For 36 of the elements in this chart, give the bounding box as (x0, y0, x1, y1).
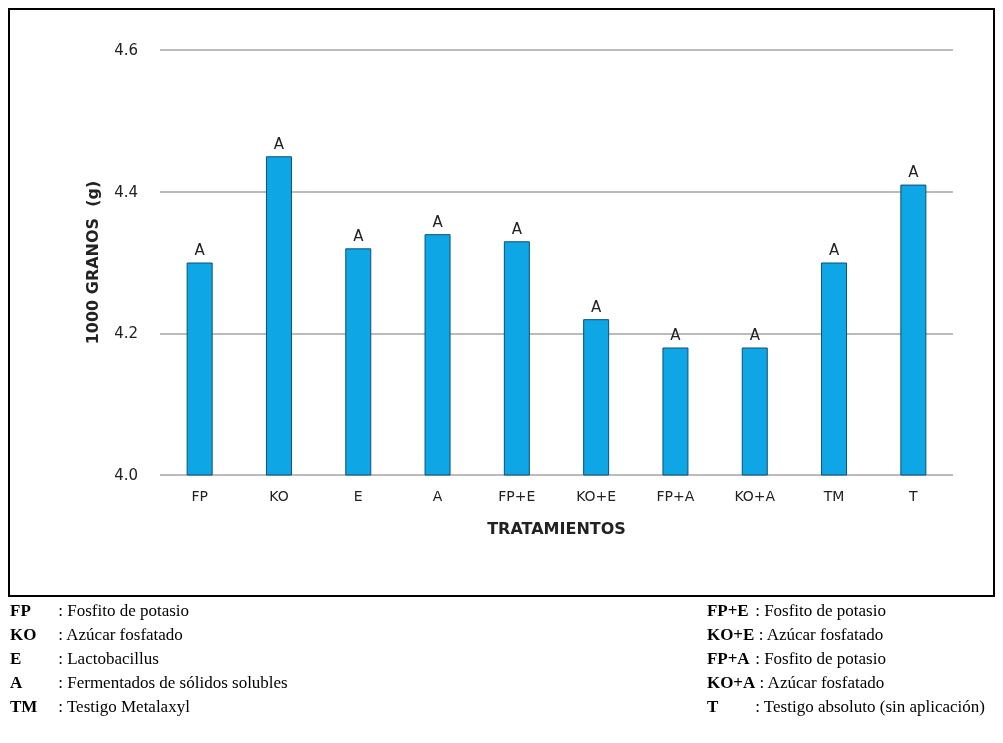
x-tick-label: A (432, 488, 443, 504)
x-tick-label: KO (269, 488, 289, 504)
data-label: A (749, 326, 761, 344)
data-label: A (273, 134, 285, 153)
x-tick-label: KO+A (734, 488, 776, 504)
x-tick-label: FP (191, 488, 208, 504)
text: FP+E : Fosfito de potasio (706, 600, 887, 622)
data-label: A (432, 212, 444, 231)
data-label: A (828, 241, 840, 259)
y-tick-label: 4.0 (114, 466, 138, 484)
x-tick-label: KO+E (576, 488, 617, 504)
x-axis-title: TRATAMIENTOS (487, 518, 626, 538)
y-axis-title: 1000 GRANOS (g) (82, 180, 102, 345)
data-label: A (670, 326, 682, 344)
text: A : Fermentados de sólidos solubles (10, 673, 288, 692)
text: KO : Azúcar fosfatado (10, 625, 183, 644)
text: FP+A : Fosfito de potasio (706, 648, 887, 670)
y-tick-label: 4.6 (114, 41, 138, 59)
text: KO+E : Azúcar fosfatado (706, 624, 885, 646)
x-tick-label: FP+E (498, 488, 536, 504)
data-label: A (353, 226, 365, 245)
text: TM : Testigo Metalaxyl (10, 697, 190, 716)
text: T : Testigo absoluto (sin aplicación) (706, 697, 985, 716)
data-label: A (511, 219, 523, 238)
data-label: A (908, 163, 920, 182)
text: KO+A : Azúcar fosfatado (706, 672, 886, 694)
text: FP : Fosfito de potasio (10, 601, 190, 620)
y-tick-label: 4.2 (114, 324, 138, 343)
data-label: A (591, 297, 603, 316)
data-label: A (194, 241, 206, 259)
x-tick-label: E (353, 488, 363, 504)
x-tick-label: FP+A (656, 488, 695, 504)
text: E : Lactobacillus (10, 649, 159, 668)
x-tick-label: T (908, 488, 919, 504)
y-tick-label: 4.4 (114, 182, 138, 201)
x-tick-label: TM (822, 488, 845, 504)
